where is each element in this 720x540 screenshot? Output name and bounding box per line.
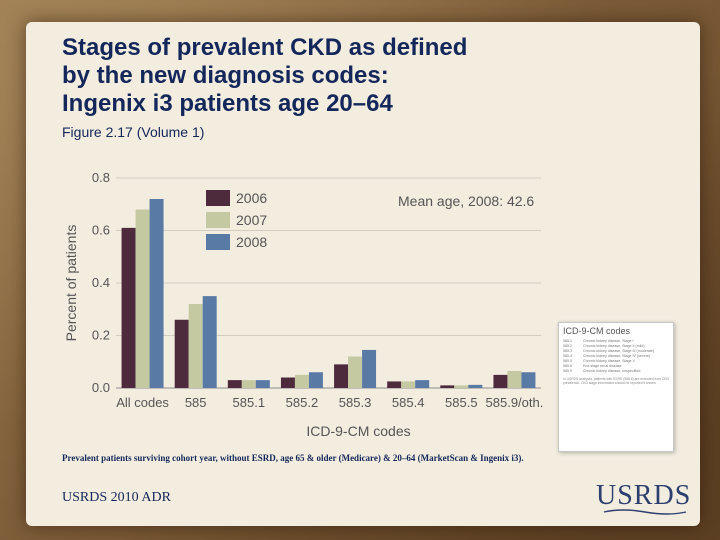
legend-swatch-2007: [206, 212, 230, 228]
title-line-2: by the new diagnosis codes:: [62, 62, 389, 89]
x-tick-label: 585.9/oth.: [486, 395, 544, 410]
bar-2007-5855: [454, 385, 469, 388]
legend-label-2007: 2007: [236, 212, 267, 228]
bar-2007-5851: [241, 380, 256, 388]
icd-row: 585.3 Chronic kidney disease, Stage III (…: [563, 349, 669, 354]
bar-2006-5853: [334, 364, 349, 388]
icd-description: End stage renal disease: [583, 364, 622, 368]
legend-label-2008: 2008: [236, 234, 267, 250]
bar-2008-5851: [255, 380, 270, 388]
icd-code: 585.1: [563, 339, 572, 343]
y-tick-label: 0.2: [92, 328, 110, 343]
icd-table-note: In USRDS analyses, patients with ESRD (5…: [563, 377, 669, 386]
logo-underline-icon: [603, 509, 687, 515]
icd-description: Chronic kidney disease, Stage I: [583, 339, 634, 343]
icd-code: 585.9: [563, 369, 572, 373]
icd-description: Chronic kidney disease, Stage V: [583, 359, 635, 363]
icd-code: 585.2: [563, 344, 572, 348]
y-tick-label: 0.8: [92, 170, 110, 185]
title-line-1: Stages of prevalent CKD as defined: [62, 34, 468, 61]
y-tick-label: 0.0: [92, 380, 110, 395]
chart-annotation: Mean age, 2008: 42.6: [398, 193, 534, 209]
source-label: USRDS 2010 ADR: [62, 490, 171, 505]
bar-2006-5854: [387, 381, 402, 388]
bar-2006-5859oth: [493, 374, 508, 388]
bar-2006-5851: [227, 380, 242, 388]
legend-label-2006: 2006: [236, 190, 267, 206]
legend-swatch-2008: [206, 234, 230, 250]
bar-2007-5852: [294, 374, 309, 388]
x-tick-label: 585.1: [233, 395, 266, 410]
bar-2008-5853: [362, 349, 377, 388]
icd-codes-table: ICD-9-CM codes 585.1 Chronic kidney disea…: [558, 322, 674, 452]
icd-row: 585.1 Chronic kidney disease, Stage I: [563, 339, 669, 344]
figure-subtitle: Figure 2.17 (Volume 1): [62, 124, 205, 140]
bar-2006-Allcodes: [121, 227, 136, 388]
icd-description: Chronic kidney disease, Stage IV (severe…: [583, 354, 651, 358]
icd-row: 585.6 End stage renal disease: [563, 364, 669, 369]
icd-code: 585.4: [563, 354, 572, 358]
bar-2008-5859oth: [521, 372, 536, 388]
bar-2007-5859oth: [507, 370, 522, 388]
legend-swatch-2006: [206, 190, 230, 206]
x-tick-label: 585.4: [392, 395, 425, 410]
x-axis-label: ICD-9-CM codes: [306, 423, 410, 439]
icd-table-title: ICD-9-CM codes: [563, 326, 631, 336]
usrds-logo: USRDS: [596, 480, 692, 511]
bar-2008-5852: [308, 372, 323, 388]
slide-title: Stages of prevalent CKD as defined by th…: [62, 34, 582, 118]
icd-row: 585.9 Chronic kidney disease, unspecified: [563, 369, 669, 374]
icd-description: Chronic kidney disease, Stage II (mild): [583, 344, 645, 348]
icd-row: 585.2 Chronic kidney disease, Stage II (m…: [563, 344, 669, 349]
bar-chart: 0.0 0.2 0.4 0.6 0.8 All codes 585 585.1 585.2 585…: [63, 170, 544, 439]
bar-2007-Allcodes: [135, 209, 150, 388]
bar-2008-5855: [468, 384, 483, 388]
bar-2007-5854: [401, 381, 416, 388]
bar-2008-Allcodes: [149, 199, 164, 388]
icd-code: 585.5: [563, 359, 572, 363]
chart-footnote: Prevalent patients surviving cohort year…: [62, 453, 524, 463]
icd-code: 585.6: [563, 364, 572, 368]
x-tick-label: All codes: [116, 395, 169, 410]
title-line-3: Ingenix i3 patients age 20–64: [62, 90, 393, 117]
y-axis-label: Percent of patients: [63, 225, 79, 342]
icd-table-rows: 585.1 Chronic kidney disease, Stage I 585.…: [563, 339, 669, 374]
x-tick-label: 585.3: [339, 395, 372, 410]
x-tick-label: 585: [185, 395, 207, 410]
x-tick-label: 585.5: [445, 395, 478, 410]
bar-2007-5853: [348, 356, 363, 388]
bar-2006-5852: [280, 377, 295, 388]
x-tick-label: 585.2: [286, 395, 319, 410]
y-tick-label: 0.4: [92, 275, 110, 290]
icd-description: Chronic kidney disease, unspecified: [583, 369, 641, 373]
icd-row: 585.5 Chronic kidney disease, Stage V: [563, 359, 669, 364]
bar-2008-585: [202, 296, 217, 388]
icd-row: 585.4 Chronic kidney disease, Stage IV (s…: [563, 354, 669, 359]
y-tick-label: 0.6: [92, 223, 110, 238]
bar-2008-5854: [415, 380, 430, 388]
icd-description: Chronic kidney disease, Stage III (moder…: [583, 349, 655, 353]
bar-2006-585: [174, 319, 189, 388]
bar-2006-5855: [440, 385, 455, 388]
bar-2007-585: [188, 304, 203, 388]
icd-code: 585.3: [563, 349, 572, 353]
